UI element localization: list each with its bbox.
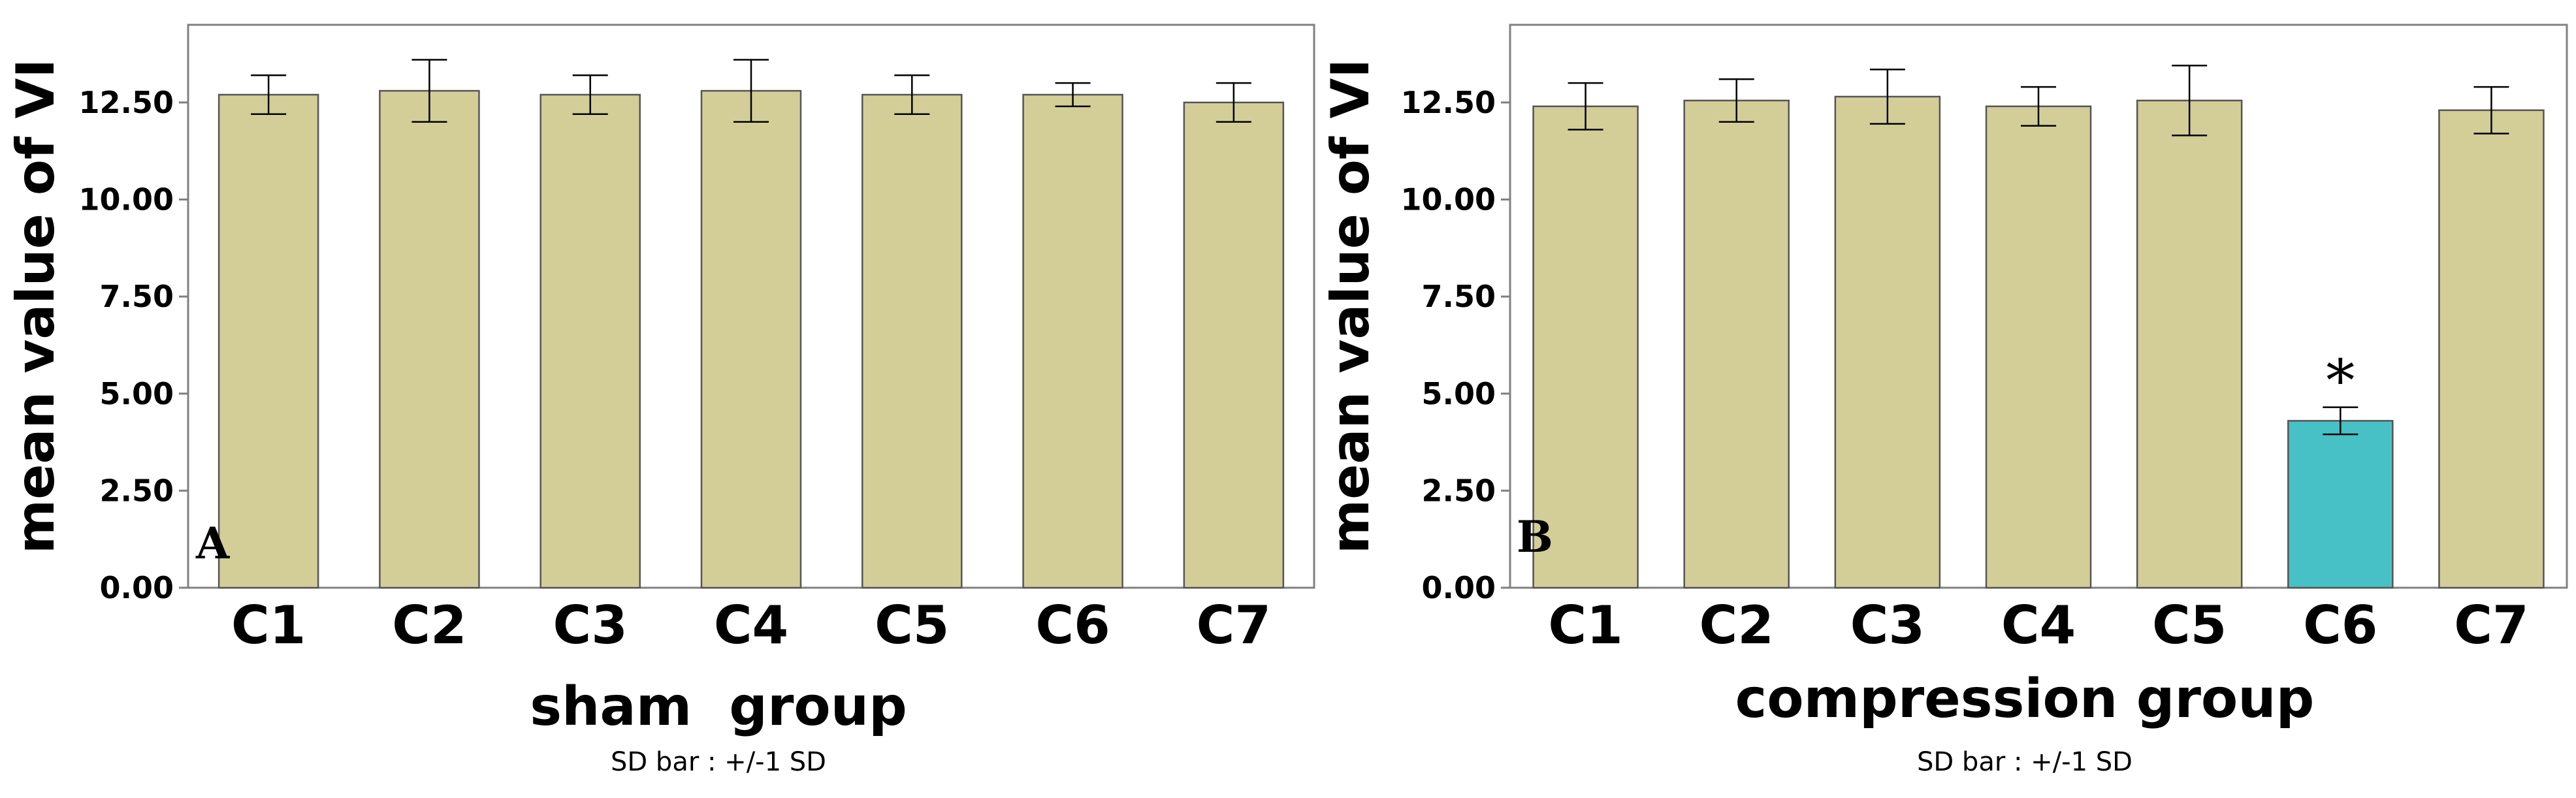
y-tick-label: 0.00 (1422, 570, 1496, 605)
category-label: C7 (2454, 595, 2528, 656)
bars-b: * (1532, 65, 2545, 589)
bar-c3 (539, 93, 641, 589)
error-bar (1718, 78, 1754, 123)
category-label: C2 (1699, 595, 1774, 656)
panel-letter-b: B (1517, 511, 1553, 562)
error-bar (1055, 82, 1091, 108)
bar-c1 (1532, 105, 1639, 589)
category-label: C6 (1035, 595, 1110, 656)
bar-c1 (217, 93, 319, 589)
category-label: C5 (2152, 595, 2227, 656)
category-label: C1 (231, 595, 306, 656)
error-bar (1869, 69, 1905, 125)
category-label: C5 (875, 595, 949, 656)
error-bar (2021, 86, 2056, 127)
bars-a (217, 59, 1285, 589)
bar-c5 (2136, 99, 2243, 589)
error-bar (2473, 86, 2509, 135)
category-label: C3 (1850, 595, 1925, 656)
y-axis-title-b: mean value of VI (1320, 59, 1381, 554)
x-axis-title-a: sham group (530, 676, 907, 738)
category-label: C6 (2303, 595, 2377, 656)
y-tick-label: 7.50 (100, 279, 174, 314)
category-label: C7 (1197, 595, 1271, 656)
y-tick-label: 2.50 (1422, 473, 1496, 508)
error-bar (1568, 82, 1603, 131)
bar-c4 (1985, 105, 2092, 589)
y-ticks-a: 0.00 2.50 5.00 7.50 10.00 12.50 (78, 85, 188, 605)
bar-c2 (379, 89, 480, 589)
bar-c7 (2438, 109, 2545, 589)
y-tick-label: 2.50 (100, 473, 174, 508)
error-bar (572, 74, 608, 115)
x-axis-title-b: compression group (1735, 668, 2315, 730)
y-tick-label: 5.00 (100, 376, 174, 411)
category-label: C4 (2001, 595, 2076, 656)
y-tick-label: 5.00 (1422, 376, 1496, 411)
x-categories-a: C1 C2 C3 C4 C5 C6 C7 (231, 595, 1271, 656)
y-tick-label: 10.00 (1400, 182, 1496, 217)
error-bar (1216, 82, 1251, 123)
category-label: C4 (714, 595, 788, 656)
bar-c7 (1183, 101, 1285, 589)
y-ticks-b: 0.00 2.50 5.00 7.50 10.00 12.50 (1400, 85, 1510, 605)
category-label: C3 (553, 595, 628, 656)
bar-c3 (1834, 95, 1941, 589)
significance-marker: * (2326, 347, 2355, 415)
sd-note-a: SD bar : +/-1 SD (611, 747, 826, 777)
error-bar (251, 74, 287, 115)
sd-note-b: SD bar : +/-1 SD (1917, 747, 2133, 777)
bar-c5 (861, 93, 963, 589)
x-categories-b: C1 C2 C3 C4 C5 C6 C7 (1548, 595, 2528, 656)
y-tick-label: 7.50 (1422, 279, 1496, 314)
panel-letter-a: A (195, 518, 230, 569)
category-label: C2 (392, 595, 466, 656)
y-tick-label: 0.00 (100, 570, 174, 605)
y-tick-label: 12.50 (78, 85, 174, 120)
bar-c2 (1683, 99, 1790, 589)
bar-c4 (700, 89, 802, 589)
y-axis-title-a: mean value of VI (5, 59, 66, 554)
y-tick-label: 12.50 (1400, 85, 1496, 120)
y-tick-label: 10.00 (78, 182, 174, 217)
error-bar (2172, 65, 2208, 136)
error-bar (733, 59, 769, 123)
error-bar (894, 74, 930, 115)
bar-c6 (1022, 93, 1123, 589)
category-label: C1 (1548, 595, 1622, 656)
error-bar (2323, 406, 2359, 436)
error-bar (411, 59, 447, 123)
bar-c6 (2287, 420, 2394, 589)
